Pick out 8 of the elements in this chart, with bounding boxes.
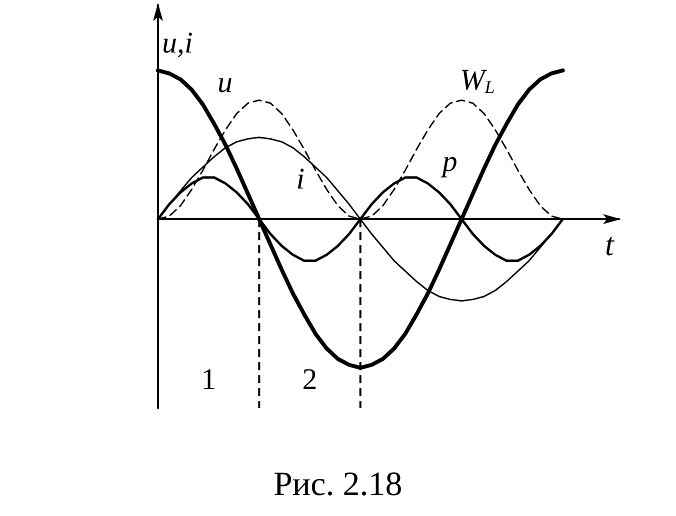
x-axis-title: t (605, 226, 615, 262)
series-label: u (217, 66, 232, 100)
annotation: 1 (201, 363, 216, 396)
text: Рис. 2.18 (274, 466, 402, 503)
series-label: p (440, 144, 458, 178)
annotation: 2 (302, 363, 318, 396)
y-axis-title: u,i (162, 26, 193, 60)
series-label: i (296, 162, 305, 196)
